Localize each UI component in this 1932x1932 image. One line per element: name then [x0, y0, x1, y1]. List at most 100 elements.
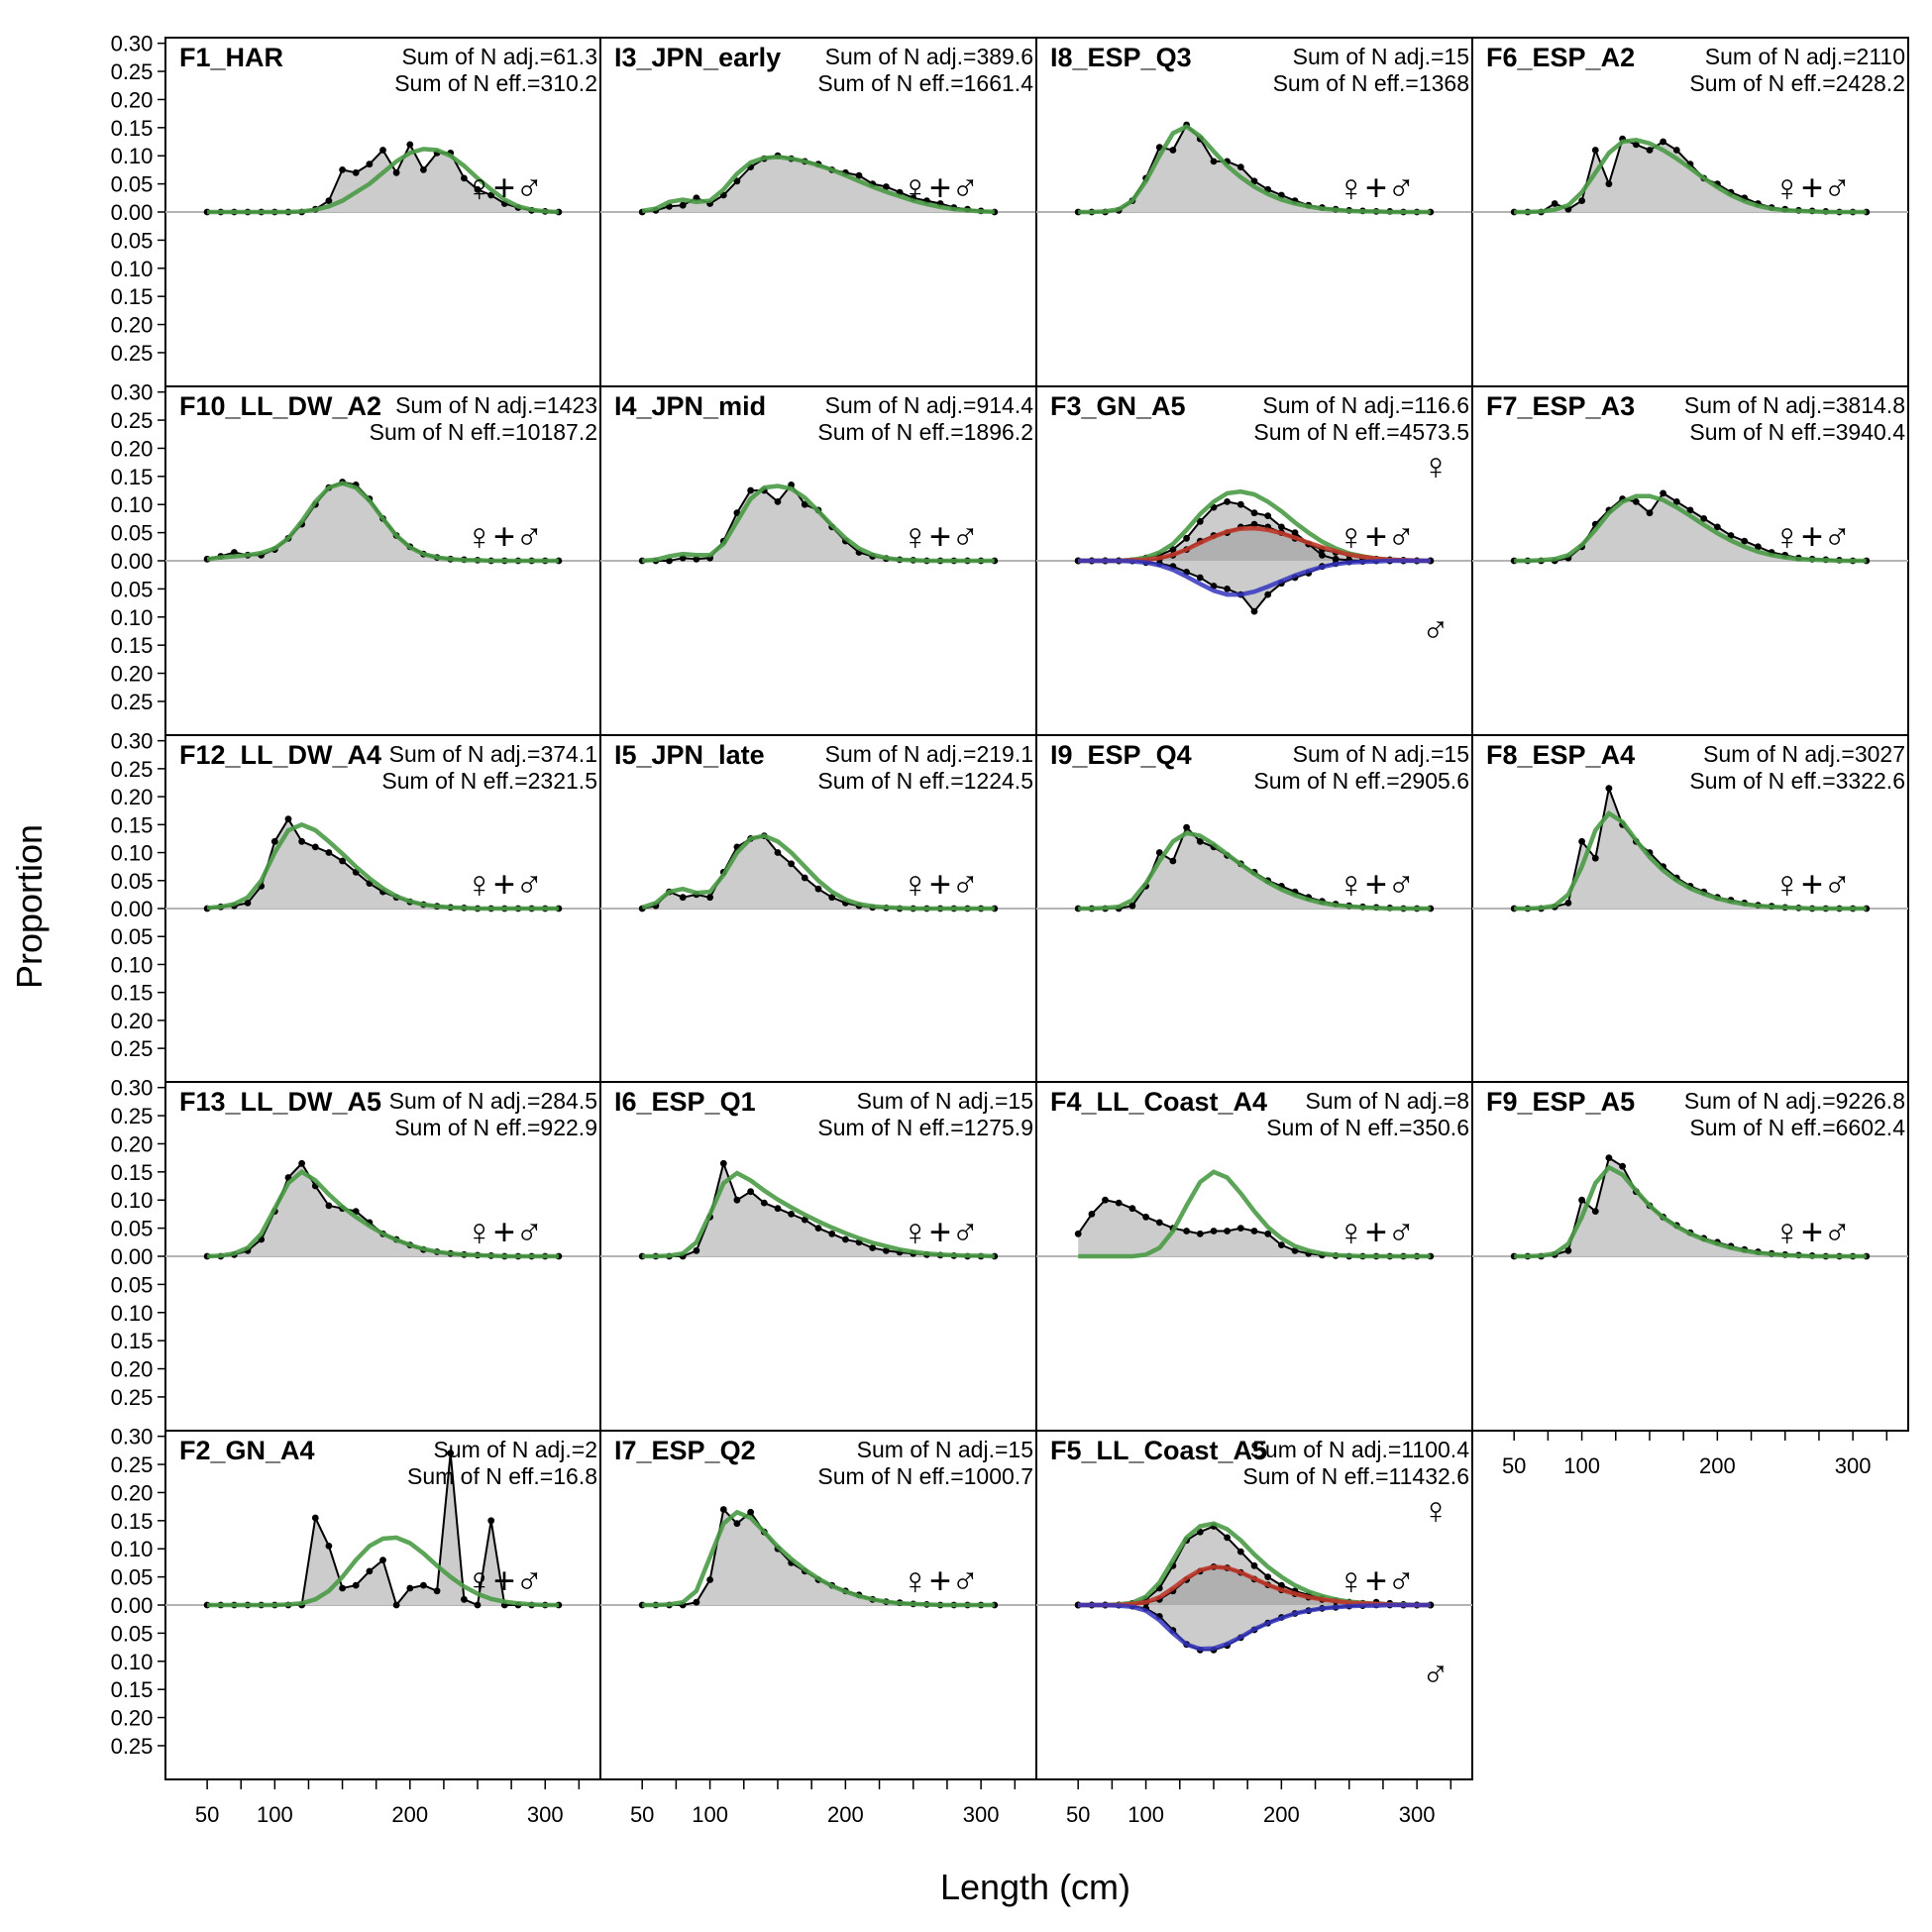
observed-point [774, 849, 782, 856]
y-tick-label: 0.10 [111, 492, 154, 517]
y-tick-label: 0.20 [111, 1357, 154, 1382]
observed-point [461, 174, 468, 182]
observed-point [339, 166, 346, 173]
observed-point [1088, 1211, 1096, 1218]
observed-point [392, 168, 400, 176]
y-tick-label: 0.10 [111, 144, 154, 168]
observed-point [1074, 1230, 1082, 1237]
expected-combined-line [642, 1170, 995, 1259]
observed-point [1210, 158, 1218, 165]
y-tick-label: 0.05 [111, 1621, 154, 1646]
y-tick-label: 0.05 [111, 869, 154, 894]
observed-fill [207, 818, 559, 909]
observed-point [339, 1584, 346, 1592]
expected-combined-line [207, 1535, 559, 1608]
y-tick-label: 0.15 [111, 284, 154, 309]
observed-point [828, 894, 836, 902]
observed-point [1564, 900, 1572, 907]
y-tick-label: 0.25 [111, 408, 154, 433]
observed-point [1250, 1228, 1258, 1234]
expected-combined-line [641, 155, 995, 214]
sum-n-adj-label: Sum of N adj.=61.3 [401, 44, 597, 69]
observed-fill [642, 1509, 995, 1605]
observed-point [1264, 1230, 1272, 1237]
x-tick-label: 200 [827, 1802, 864, 1827]
sum-n-eff-label: Sum of N eff.=4573.5 [1253, 419, 1469, 445]
observed-point [1224, 498, 1231, 505]
combined-sex-symbol: ♀+♂ [1337, 1213, 1415, 1254]
observed-point [1250, 177, 1258, 185]
observed-point [747, 1508, 754, 1516]
sum-n-adj-label: Sum of N adj.=389.6 [825, 44, 1033, 69]
observed-point [311, 1514, 319, 1522]
sum-n-adj-label: Sum of N adj.=1100.4 [1250, 1437, 1470, 1462]
male-symbol: ♂ [1422, 1654, 1450, 1695]
expected-combined-line [642, 483, 995, 564]
observed-point [1619, 1162, 1626, 1170]
combined-sex-symbol: ♀+♂ [901, 865, 979, 907]
observed-fill [207, 1163, 559, 1256]
observed-point [1250, 509, 1258, 517]
panel-title: I9_ESP_Q4 [1050, 740, 1192, 770]
y-tick-label: 0.20 [111, 1480, 154, 1505]
y-tick-label: 0.10 [111, 1650, 154, 1674]
sum-n-eff-label: Sum of N eff.=1275.9 [817, 1115, 1033, 1140]
expected-combined-line [1514, 493, 1867, 564]
observed-point [733, 1520, 741, 1528]
combined-sex-symbol: ♀+♂ [1337, 168, 1415, 210]
y-tick-label: 0.00 [111, 897, 154, 921]
observed-point [679, 894, 687, 902]
observed-fill [207, 1452, 559, 1605]
observed-point [883, 1246, 890, 1254]
expected-male-line [1078, 558, 1431, 597]
expected-combined-line [206, 481, 559, 564]
y-tick-label: 0.10 [111, 1537, 154, 1561]
observed-point [774, 1205, 782, 1213]
observed-point [1264, 512, 1272, 519]
sum-n-eff-label: Sum of N eff.=3322.6 [1689, 768, 1905, 794]
observed-point [679, 201, 687, 209]
y-tick-label: 0.00 [111, 200, 154, 225]
y-tick-label: 0.20 [111, 785, 154, 809]
y-tick-label: 0.15 [111, 465, 154, 489]
observed-point [693, 1598, 700, 1606]
observed-point [406, 1584, 414, 1592]
x-tick-label: 300 [527, 1802, 564, 1827]
sum-n-eff-label: Sum of N eff.=350.6 [1266, 1115, 1469, 1140]
observed-point [1250, 1561, 1258, 1569]
sum-n-adj-label: Sum of N adj.=116.6 [1262, 392, 1469, 418]
observed-point [1183, 534, 1190, 542]
observed-point [706, 1576, 713, 1583]
panel-title: I4_JPN_mid [614, 391, 766, 421]
x-tick-label: 100 [1563, 1453, 1600, 1478]
expected-combined-line [1078, 124, 1431, 215]
observed-fill [207, 144, 559, 212]
expected-combined-line [207, 1169, 559, 1259]
y-tick-label: 0.25 [111, 1385, 154, 1410]
sum-n-eff-label: Sum of N eff.=1661.4 [817, 70, 1033, 96]
sum-n-eff-label: Sum of N eff.=2905.6 [1253, 768, 1469, 794]
observed-point [1755, 543, 1762, 551]
observed-point [325, 1202, 333, 1210]
observed-fill [1514, 492, 1867, 561]
observed-point [406, 141, 414, 149]
combined-sex-symbol: ♀+♂ [1772, 168, 1851, 210]
panel-title: F2_GN_A4 [179, 1436, 315, 1465]
sum-n-adj-label: Sum of N adj.=914.4 [825, 392, 1034, 418]
sum-n-adj-label: Sum of N adj.=8 [1305, 1088, 1469, 1114]
observed-point [1278, 1241, 1285, 1248]
y-tick-label: 0.20 [111, 87, 154, 112]
y-tick-label: 0.15 [111, 633, 154, 658]
combined-sex-symbol: ♀+♂ [1772, 865, 1851, 907]
observed-point [1714, 523, 1721, 531]
observed-point [487, 1517, 495, 1525]
sum-n-adj-label: Sum of N adj.=15 [857, 1437, 1033, 1462]
observed-fill [642, 1163, 995, 1256]
observed-point [1236, 500, 1244, 508]
female-observed-fill [1078, 524, 1431, 561]
observed-point [1250, 520, 1258, 528]
panel-title: I8_ESP_Q3 [1050, 43, 1192, 72]
y-tick-label: 0.05 [111, 1217, 154, 1241]
observed-point [788, 860, 795, 868]
